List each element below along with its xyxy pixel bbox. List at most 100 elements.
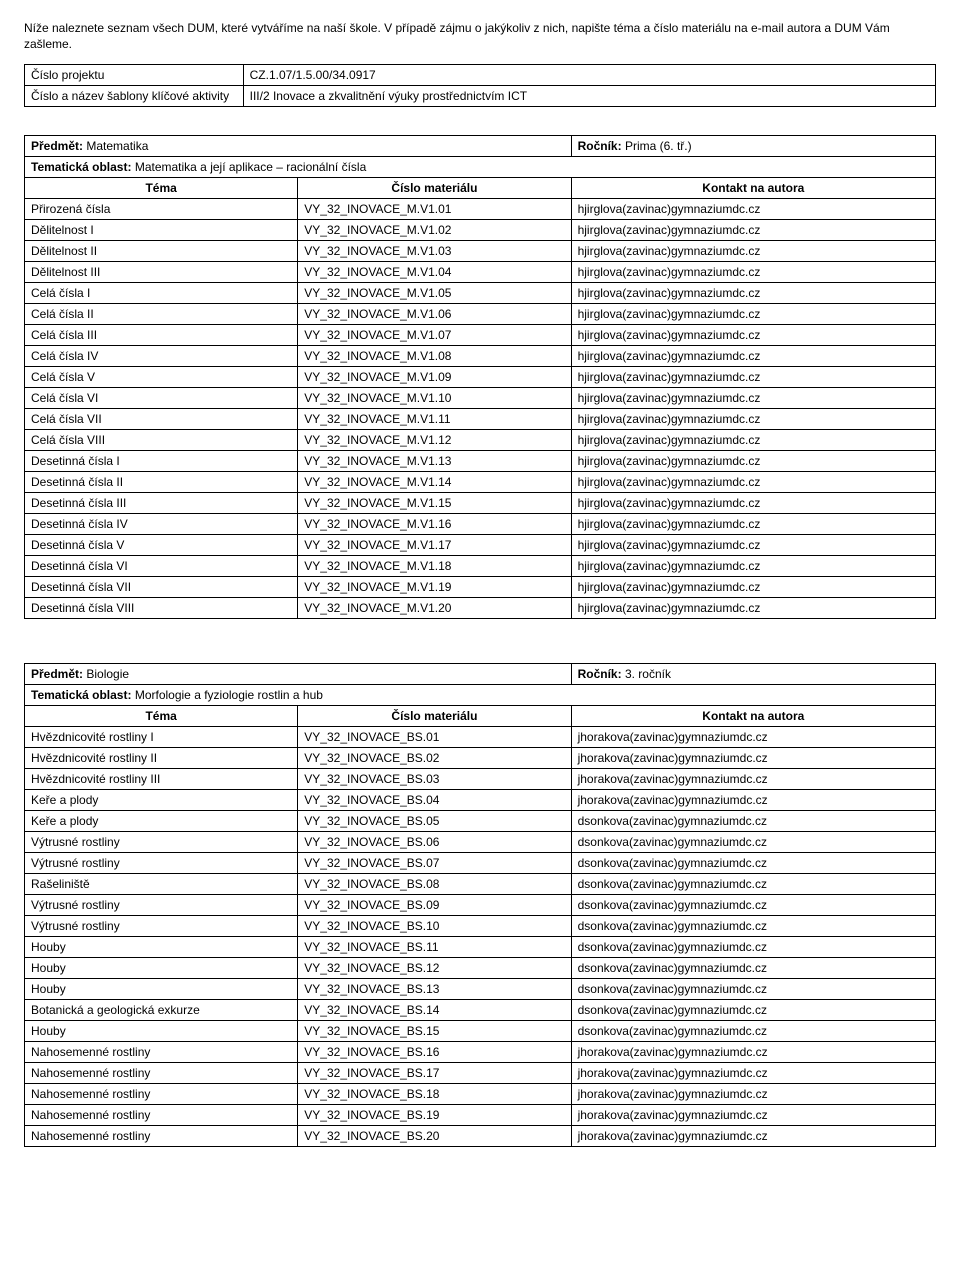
table-row: Celá čísla VVY_32_INOVACE_M.V1.09hjirglo…: [25, 367, 936, 388]
table-row: HoubyVY_32_INOVACE_BS.11dsonkova(zavinac…: [25, 937, 936, 958]
cell-cislo: VY_32_INOVACE_M.V1.05: [298, 283, 571, 304]
cell-kontakt: hjirglova(zavinac)gymnaziumdc.cz: [571, 430, 935, 451]
table-row: Desetinná čísla VIVY_32_INOVACE_M.V1.18h…: [25, 556, 936, 577]
cell-tema: Celá čísla II: [25, 304, 298, 325]
col-cislo: Číslo materiálu: [298, 178, 571, 199]
table-row: Hvězdnicovité rostliny IIVY_32_INOVACE_B…: [25, 748, 936, 769]
cell-cislo: VY_32_INOVACE_M.V1.15: [298, 493, 571, 514]
cell-kontakt: hjirglova(zavinac)gymnaziumdc.cz: [571, 409, 935, 430]
cell-tema: Přirozená čísla: [25, 199, 298, 220]
table-row: Přirozená číslaVY_32_INOVACE_M.V1.01hjir…: [25, 199, 936, 220]
cell-tema: Celá čísla I: [25, 283, 298, 304]
cell-kontakt: hjirglova(zavinac)gymnaziumdc.cz: [571, 262, 935, 283]
cell-tema: Desetinná čísla VIII: [25, 598, 298, 619]
cell-cislo: VY_32_INOVACE_BS.20: [298, 1126, 571, 1147]
cell-kontakt: jhorakova(zavinac)gymnaziumdc.cz: [571, 769, 935, 790]
subject-predmet: Předmět: Biologie: [25, 664, 572, 685]
cell-cislo: VY_32_INOVACE_M.V1.06: [298, 304, 571, 325]
cell-tema: Celá čísla VII: [25, 409, 298, 430]
cell-kontakt: dsonkova(zavinac)gymnaziumdc.cz: [571, 937, 935, 958]
cell-kontakt: jhorakova(zavinac)gymnaziumdc.cz: [571, 1084, 935, 1105]
col-tema: Téma: [25, 178, 298, 199]
cell-cislo: VY_32_INOVACE_BS.15: [298, 1021, 571, 1042]
cell-kontakt: dsonkova(zavinac)gymnaziumdc.cz: [571, 832, 935, 853]
table-header-row: Téma Číslo materiálu Kontakt na autora: [25, 706, 936, 727]
cell-tema: Botanická a geologická exkurze: [25, 1000, 298, 1021]
cell-kontakt: hjirglova(zavinac)gymnaziumdc.cz: [571, 598, 935, 619]
cell-kontakt: hjirglova(zavinac)gymnaziumdc.cz: [571, 472, 935, 493]
table-row: Desetinná čísla VIIVY_32_INOVACE_M.V1.19…: [25, 577, 936, 598]
table-row: Výtrusné rostlinyVY_32_INOVACE_BS.09dson…: [25, 895, 936, 916]
cell-tema: Nahosemenné rostliny: [25, 1105, 298, 1126]
table-row: Keře a plodyVY_32_INOVACE_BS.05dsonkova(…: [25, 811, 936, 832]
cell-tema: Výtrusné rostliny: [25, 895, 298, 916]
table-row: Tematická oblast: Matematika a její apli…: [25, 157, 936, 178]
cell-cislo: VY_32_INOVACE_M.V1.03: [298, 241, 571, 262]
table-row: Předmět: Matematika Ročník: Prima (6. tř…: [25, 136, 936, 157]
predmet-label: Předmět:: [31, 667, 83, 681]
subject-rocnik: Ročník: 3. ročník: [571, 664, 935, 685]
cell-kontakt: hjirglova(zavinac)gymnaziumdc.cz: [571, 241, 935, 262]
table-row: Výtrusné rostlinyVY_32_INOVACE_BS.10dson…: [25, 916, 936, 937]
table-row: Celá čísla VIIVY_32_INOVACE_M.V1.11hjirg…: [25, 409, 936, 430]
cell-kontakt: hjirglova(zavinac)gymnaziumdc.cz: [571, 346, 935, 367]
cell-tema: Dělitelnost I: [25, 220, 298, 241]
col-tema: Téma: [25, 706, 298, 727]
cell-tema: Celá čísla IV: [25, 346, 298, 367]
cell-cislo: VY_32_INOVACE_BS.16: [298, 1042, 571, 1063]
subject-table-math: Předmět: Matematika Ročník: Prima (6. tř…: [24, 135, 936, 619]
cell-tema: Desetinná čísla II: [25, 472, 298, 493]
cell-tema: Hvězdnicovité rostliny I: [25, 727, 298, 748]
cell-tema: Desetinná čísla IV: [25, 514, 298, 535]
table-row: Hvězdnicovité rostliny IIIVY_32_INOVACE_…: [25, 769, 936, 790]
cell-tema: Houby: [25, 958, 298, 979]
cell-tema: Dělitelnost II: [25, 241, 298, 262]
table-row: RašeliništěVY_32_INOVACE_BS.08dsonkova(z…: [25, 874, 936, 895]
table-row: Číslo projektu CZ.1.07/1.5.00/34.0917: [25, 65, 936, 86]
cell-kontakt: jhorakova(zavinac)gymnaziumdc.cz: [571, 1042, 935, 1063]
table-row: HoubyVY_32_INOVACE_BS.15dsonkova(zavinac…: [25, 1021, 936, 1042]
cell-cislo: VY_32_INOVACE_M.V1.02: [298, 220, 571, 241]
project-template-value: III/2 Inovace a zkvalitnění výuky prostř…: [243, 86, 935, 107]
col-kontakt: Kontakt na autora: [571, 706, 935, 727]
table-row: Výtrusné rostlinyVY_32_INOVACE_BS.07dson…: [25, 853, 936, 874]
oblast-value: Matematika a její aplikace – racionální …: [135, 160, 366, 174]
table-row: Nahosemenné rostlinyVY_32_INOVACE_BS.17j…: [25, 1063, 936, 1084]
cell-cislo: VY_32_INOVACE_BS.19: [298, 1105, 571, 1126]
cell-cislo: VY_32_INOVACE_BS.05: [298, 811, 571, 832]
table-row: Nahosemenné rostlinyVY_32_INOVACE_BS.19j…: [25, 1105, 936, 1126]
table-row: Celá čísla VIIIVY_32_INOVACE_M.V1.12hjir…: [25, 430, 936, 451]
cell-kontakt: hjirglova(zavinac)gymnaziumdc.cz: [571, 325, 935, 346]
cell-kontakt: hjirglova(zavinac)gymnaziumdc.cz: [571, 220, 935, 241]
cell-cislo: VY_32_INOVACE_BS.06: [298, 832, 571, 853]
cell-cislo: VY_32_INOVACE_BS.11: [298, 937, 571, 958]
cell-cislo: VY_32_INOVACE_M.V1.10: [298, 388, 571, 409]
cell-tema: Celá čísla V: [25, 367, 298, 388]
table-row: Celá čísla IVVY_32_INOVACE_M.V1.08hjirgl…: [25, 346, 936, 367]
cell-cislo: VY_32_INOVACE_BS.10: [298, 916, 571, 937]
cell-kontakt: hjirglova(zavinac)gymnaziumdc.cz: [571, 388, 935, 409]
cell-kontakt: dsonkova(zavinac)gymnaziumdc.cz: [571, 895, 935, 916]
cell-cislo: VY_32_INOVACE_BS.08: [298, 874, 571, 895]
cell-tema: Výtrusné rostliny: [25, 832, 298, 853]
cell-kontakt: dsonkova(zavinac)gymnaziumdc.cz: [571, 1021, 935, 1042]
subject-predmet: Předmět: Matematika: [25, 136, 572, 157]
cell-cislo: VY_32_INOVACE_M.V1.11: [298, 409, 571, 430]
cell-kontakt: hjirglova(zavinac)gymnaziumdc.cz: [571, 451, 935, 472]
table-row: Nahosemenné rostlinyVY_32_INOVACE_BS.16j…: [25, 1042, 936, 1063]
cell-cislo: VY_32_INOVACE_M.V1.17: [298, 535, 571, 556]
cell-cislo: VY_32_INOVACE_M.V1.20: [298, 598, 571, 619]
subject-rocnik: Ročník: Prima (6. tř.): [571, 136, 935, 157]
table-row: Celá čísla IIVY_32_INOVACE_M.V1.06hjirgl…: [25, 304, 936, 325]
cell-cislo: VY_32_INOVACE_M.V1.14: [298, 472, 571, 493]
cell-kontakt: jhorakova(zavinac)gymnaziumdc.cz: [571, 1105, 935, 1126]
cell-kontakt: dsonkova(zavinac)gymnaziumdc.cz: [571, 1000, 935, 1021]
cell-cislo: VY_32_INOVACE_M.V1.04: [298, 262, 571, 283]
subject-oblast: Tematická oblast: Morfologie a fyziologi…: [25, 685, 936, 706]
cell-cislo: VY_32_INOVACE_BS.03: [298, 769, 571, 790]
cell-tema: Desetinná čísla VII: [25, 577, 298, 598]
cell-cislo: VY_32_INOVACE_M.V1.16: [298, 514, 571, 535]
oblast-value: Morfologie a fyziologie rostlin a hub: [135, 688, 323, 702]
cell-tema: Dělitelnost III: [25, 262, 298, 283]
table-row: HoubyVY_32_INOVACE_BS.13dsonkova(zavinac…: [25, 979, 936, 1000]
